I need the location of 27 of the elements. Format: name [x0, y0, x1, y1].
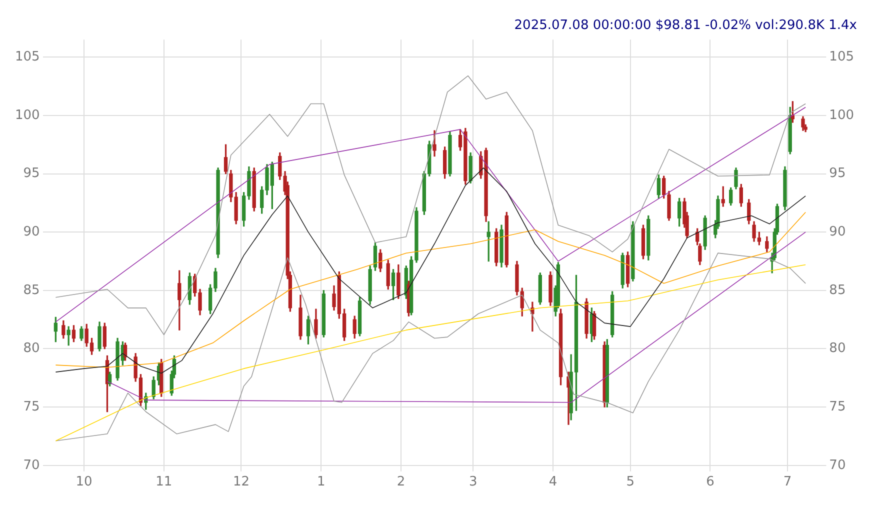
y-tick-label: 80 [23, 341, 40, 356]
x-tick-label: 11 [156, 474, 172, 490]
x-tick-label: 6 [706, 474, 714, 490]
y2-tick-label: 100 [829, 108, 854, 123]
x-tick-label: 10 [76, 474, 92, 490]
y-tick-label: 100 [14, 108, 40, 123]
x-tick-label: 2 [396, 474, 406, 490]
y-tick-label: 75 [23, 399, 40, 414]
y2-tick-label: 95 [829, 166, 846, 182]
y-tick-label: 90 [23, 224, 40, 240]
y2-tick-label: 75 [829, 399, 846, 414]
y-tick-label: 85 [23, 282, 40, 298]
x-tick-label: 12 [232, 474, 250, 490]
chart-title: 2025.07.08 00:00:00 $98.81 -0.02% vol:290.8K 1.4x [514, 18, 858, 34]
y2-tick-label: 85 [829, 282, 846, 298]
y2-tick-label: 105 [829, 49, 854, 64]
y2-tick-label: 70 [829, 458, 846, 473]
x-tick-label: 5 [626, 474, 634, 490]
y2-tick-label: 90 [829, 224, 846, 240]
y-tick-label: 70 [23, 458, 40, 473]
x-tick-label: 1 [316, 474, 326, 490]
x-tick-label: 4 [548, 474, 558, 490]
x-tick-label: 3 [469, 474, 478, 490]
y-tick-label: 95 [23, 166, 40, 182]
x-tick-label: 7 [783, 474, 792, 490]
y-tick-label: 105 [14, 49, 40, 64]
y2-tick-label: 80 [829, 341, 846, 356]
